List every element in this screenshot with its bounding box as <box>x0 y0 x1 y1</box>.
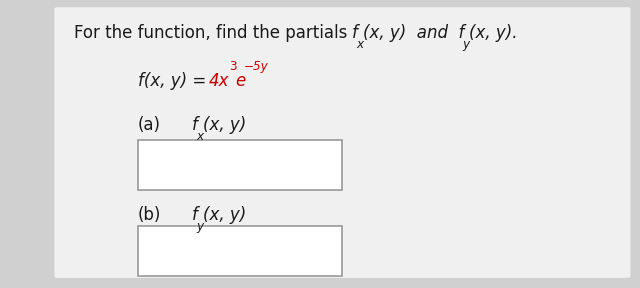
Text: y: y <box>196 219 204 233</box>
FancyBboxPatch shape <box>54 7 630 278</box>
Text: f(x, y) =: f(x, y) = <box>138 72 211 90</box>
Text: f: f <box>352 24 358 42</box>
FancyBboxPatch shape <box>138 226 342 276</box>
Text: (x, y).: (x, y). <box>469 24 517 42</box>
Text: x: x <box>356 38 364 51</box>
Text: For the function, find the partials: For the function, find the partials <box>74 24 352 42</box>
Text: x: x <box>196 130 204 143</box>
Text: (x, y): (x, y) <box>203 206 246 223</box>
Text: −5y: −5y <box>244 60 268 73</box>
Text: (x, y)  and  f: (x, y) and f <box>363 24 465 42</box>
Text: (a): (a) <box>138 116 161 134</box>
Text: (b): (b) <box>138 206 161 223</box>
Text: f: f <box>192 116 198 134</box>
Text: y: y <box>462 38 470 51</box>
Text: e: e <box>236 72 246 90</box>
Text: f: f <box>192 206 198 223</box>
Text: (x, y): (x, y) <box>203 116 246 134</box>
Text: 3: 3 <box>228 60 236 73</box>
Text: 4x: 4x <box>209 72 229 90</box>
FancyBboxPatch shape <box>138 140 342 190</box>
